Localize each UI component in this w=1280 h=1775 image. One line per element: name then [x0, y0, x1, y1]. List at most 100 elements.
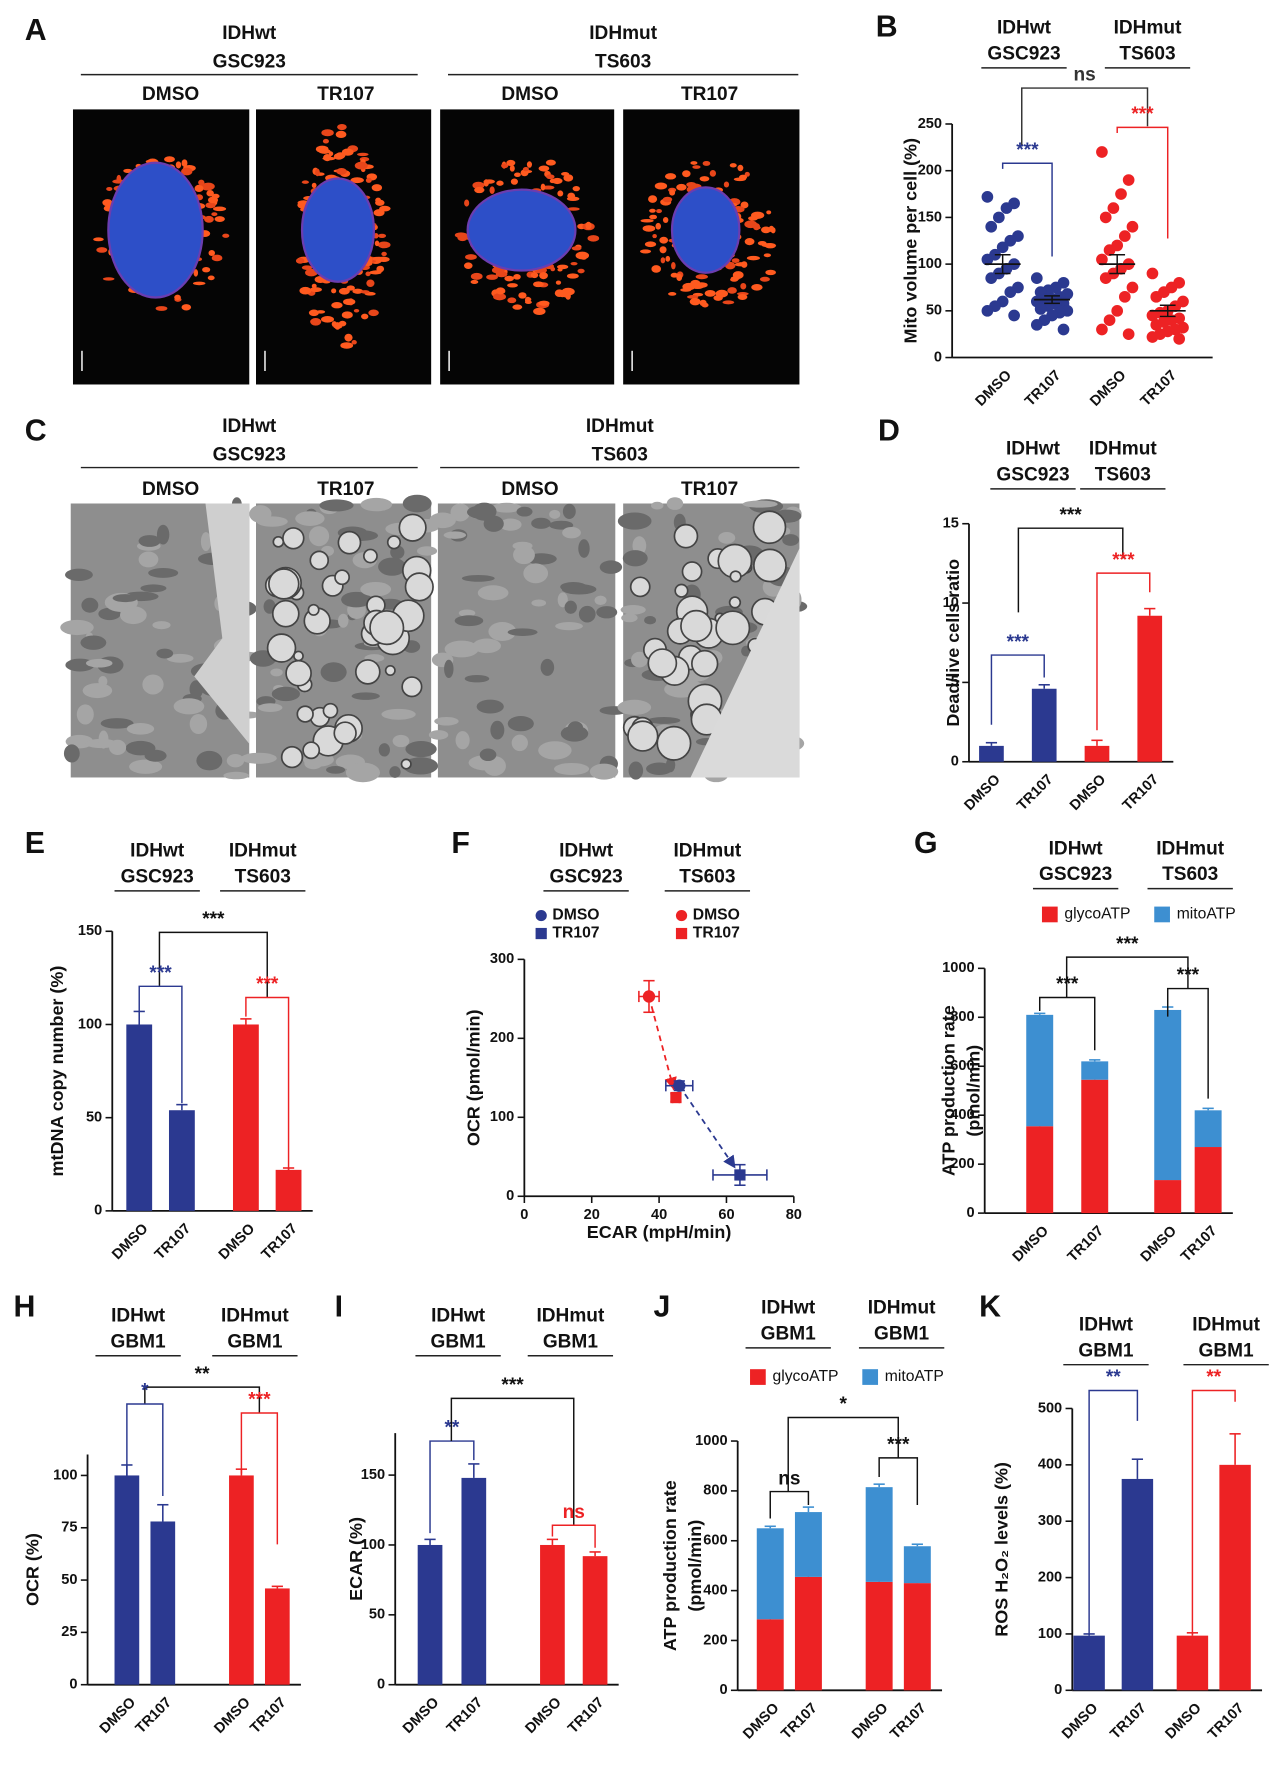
vacuole	[673, 523, 699, 549]
x-tick-label: 40	[651, 1207, 667, 1223]
significance-bracket	[1065, 956, 1189, 998]
vacuole	[337, 530, 362, 555]
bar-segment	[865, 1581, 893, 1691]
significance-bracket	[245, 996, 290, 1191]
organelle	[173, 698, 205, 715]
significance-bracket	[144, 1386, 261, 1413]
data-point	[1057, 323, 1070, 336]
y-tick-label: 100	[490, 1109, 514, 1125]
mitochondrion	[737, 164, 744, 172]
mitochondrion	[366, 279, 375, 288]
mitochondrion	[740, 261, 748, 268]
bar	[540, 1544, 565, 1685]
significance-bracket	[878, 1457, 919, 1506]
cell-line: TS603	[595, 51, 651, 72]
mitochondrion	[295, 257, 305, 264]
vacuole	[404, 572, 434, 602]
x-tick-label: TR107	[1120, 772, 1162, 814]
x-tick-label: 80	[786, 1207, 802, 1223]
mitochondrion	[369, 270, 382, 275]
organelle	[554, 762, 590, 775]
micrograph	[60, 497, 261, 780]
mitochondrion	[748, 216, 758, 221]
mitochondrion	[336, 167, 347, 175]
vacuole	[266, 633, 297, 663]
x-tick-label: DMSO	[1162, 1700, 1204, 1742]
organelle	[428, 730, 449, 740]
bar-segment	[1154, 1009, 1182, 1181]
mitochondrion	[322, 138, 329, 144]
y-tick-label: 200	[1038, 1569, 1062, 1585]
mitochondrion	[204, 215, 214, 223]
mitochondrion	[323, 154, 332, 162]
bar	[582, 1556, 608, 1685]
organelle	[562, 503, 576, 520]
mitochondrion	[321, 316, 335, 323]
bar-segment	[756, 1528, 784, 1620]
organelle	[466, 505, 496, 519]
y-tick-label: 200	[918, 163, 942, 179]
group-name: IDHwt	[1006, 439, 1061, 460]
bar	[229, 1475, 254, 1685]
vacuole	[680, 609, 713, 643]
panel-letter: F	[451, 827, 470, 860]
mitochondrion	[301, 180, 309, 184]
mitochondrion	[699, 299, 707, 307]
data-point	[1146, 267, 1159, 280]
organelle	[461, 574, 495, 582]
significance-label: *	[840, 1394, 848, 1415]
organelle	[516, 506, 533, 517]
panel-letter: C	[25, 415, 47, 448]
y-tick-label: 100	[78, 1016, 102, 1032]
significance-label: ***	[256, 974, 279, 995]
data-point	[1150, 290, 1163, 303]
organelle	[523, 563, 549, 584]
organelle	[76, 704, 94, 725]
mitochondrion	[93, 237, 104, 242]
data-point	[1030, 272, 1043, 284]
organelle	[140, 584, 167, 593]
mitochondrion	[377, 233, 387, 238]
organelle	[560, 581, 587, 592]
group-name: IDHmut	[1156, 838, 1224, 859]
mitochondrion	[194, 184, 204, 193]
x-tick-label: DMSO	[522, 1695, 564, 1737]
organelle	[472, 638, 501, 654]
cell-line: GSC923	[996, 464, 1069, 485]
data-point	[1150, 319, 1163, 331]
data-point	[1103, 244, 1116, 256]
data-point	[1118, 230, 1131, 242]
group-name: IDHmut	[536, 1305, 604, 1326]
organelle	[718, 531, 736, 544]
mitochondrion	[489, 186, 495, 194]
bar	[150, 1521, 176, 1685]
significance-bracket	[990, 654, 1045, 725]
mitochondrion	[648, 195, 658, 203]
mitochondrion	[665, 255, 671, 262]
vacuole	[272, 535, 285, 548]
data-point	[1111, 304, 1124, 317]
vacuole	[282, 527, 305, 550]
x-tick-label: DMSO	[1138, 1223, 1180, 1265]
significance-bracket	[769, 1490, 810, 1519]
mitochondrion	[670, 272, 679, 278]
x-tick-label: TR107	[778, 1700, 820, 1742]
organelle	[85, 658, 113, 668]
y-tick-label: 400	[1038, 1457, 1062, 1473]
y-tick-label: 0	[94, 1203, 102, 1219]
organelle	[138, 535, 161, 547]
mitochondrion	[353, 309, 360, 313]
micrograph	[428, 502, 629, 780]
y-tick-label: 75	[61, 1520, 77, 1536]
nucleus	[107, 161, 204, 299]
bar-segment	[1081, 1079, 1109, 1214]
bar-segment	[794, 1576, 822, 1691]
organelle	[402, 494, 432, 513]
vacuole	[729, 570, 742, 583]
y-tick-label: 600	[950, 1058, 974, 1074]
mitochondrion	[350, 177, 364, 184]
mitochondrion	[181, 167, 193, 176]
mitochondrion	[470, 279, 479, 285]
mitochondrion	[580, 255, 587, 260]
data-point	[1004, 234, 1017, 247]
